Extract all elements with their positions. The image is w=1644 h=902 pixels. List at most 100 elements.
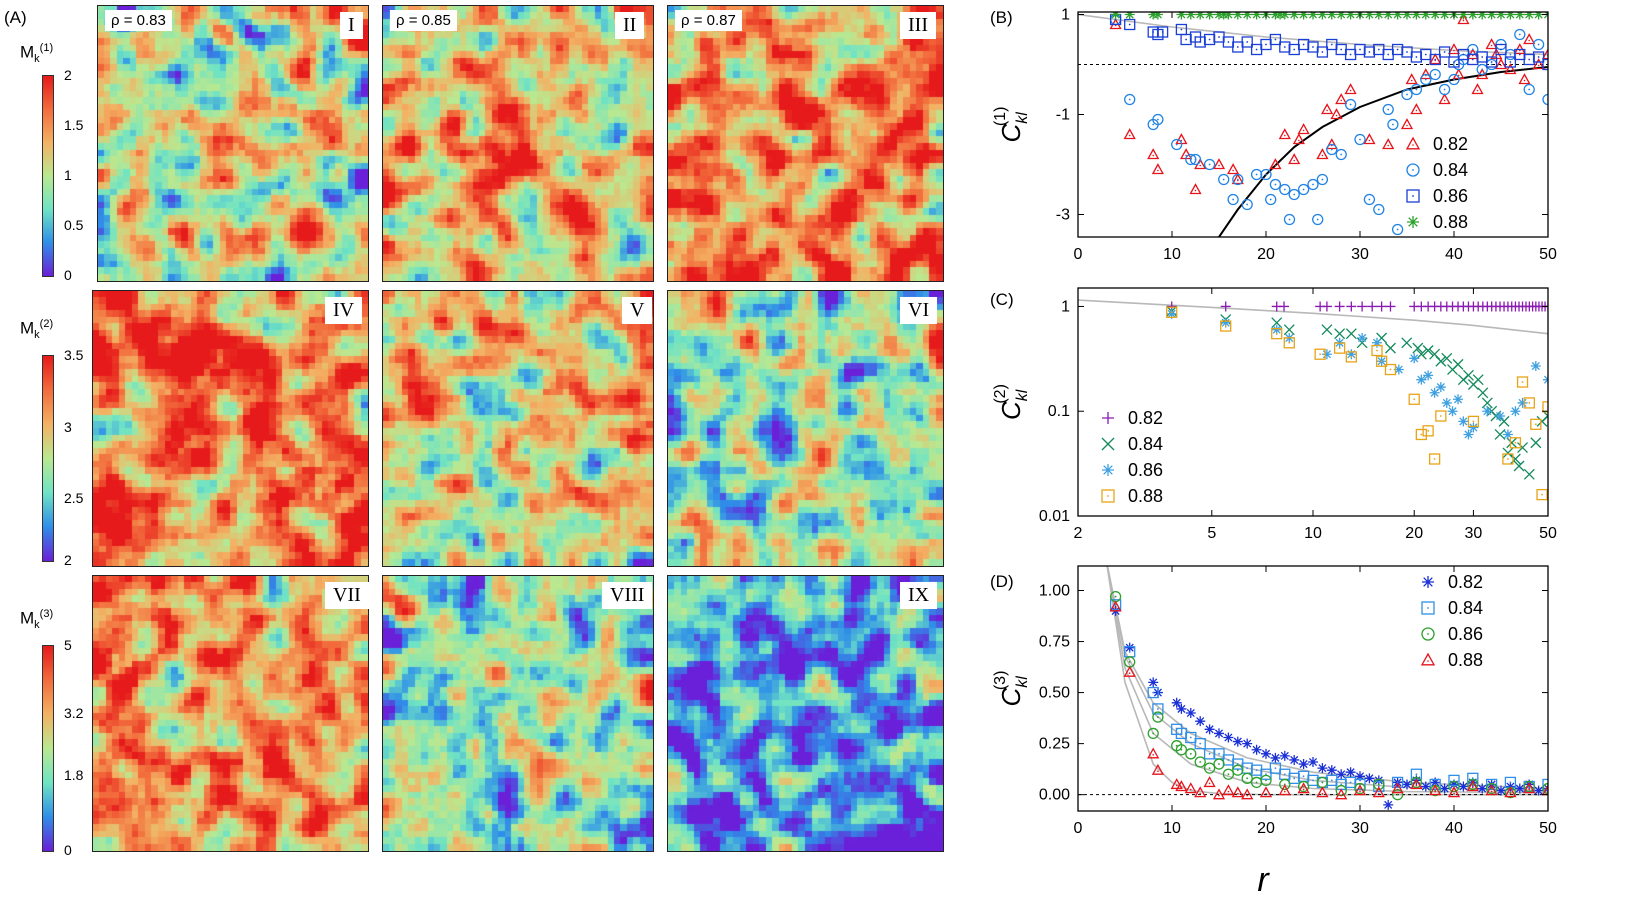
data-point (1316, 173, 1329, 186)
panel-label-d: (D) (990, 572, 1014, 591)
legend-entry: 0.82 (1405, 134, 1468, 154)
heatmap-panel (667, 290, 944, 567)
legend-label: 0.88 (1448, 650, 1483, 670)
data-point (1260, 768, 1272, 780)
data-point (1383, 799, 1394, 810)
data-point (1373, 12, 1384, 20)
x-tick-label: 10 (1163, 820, 1181, 837)
data-point (1292, 133, 1306, 145)
data-point (1385, 301, 1396, 312)
data-point (1354, 782, 1366, 795)
data-point (1518, 73, 1531, 85)
heatmap-panel (667, 575, 944, 852)
data-point (1372, 786, 1385, 798)
data-point (1195, 716, 1206, 727)
data-point (1438, 93, 1451, 105)
y-tick-label: 0.25 (1039, 736, 1070, 753)
colorbar-tick: 3.5 (64, 347, 84, 363)
data-point (1298, 12, 1309, 20)
data-point (1429, 784, 1442, 796)
data-point (1170, 778, 1183, 790)
y-axis-label: Ckl(2) (992, 384, 1031, 420)
x-tick-label: 30 (1351, 246, 1369, 263)
data-point (1435, 355, 1447, 367)
decay-curve (1106, 566, 1548, 796)
colorbar-tick: 0 (64, 267, 72, 283)
colorbar-label-row3: Mk(3) (20, 608, 54, 632)
data-point (1148, 677, 1159, 688)
data-point (1409, 353, 1420, 364)
data-point (1109, 600, 1122, 612)
colorbar-row1 (42, 75, 54, 277)
data-point (1189, 183, 1202, 195)
y-tick-label: 0.75 (1039, 634, 1070, 651)
y-tick-label: 1.00 (1039, 583, 1070, 600)
colorbar-row3 (42, 645, 54, 852)
data-point (1373, 203, 1385, 216)
data-point (1151, 163, 1165, 175)
data-point (1477, 12, 1488, 20)
data-point (1502, 453, 1514, 465)
y-tick-label: 1 (1061, 298, 1070, 315)
data-point (1307, 41, 1319, 53)
data-point (1435, 382, 1446, 393)
data-point (1458, 781, 1469, 792)
data-point (1477, 783, 1488, 794)
panel-label-a: (A) (4, 8, 27, 27)
data-point (1109, 599, 1122, 611)
data-point (1467, 43, 1479, 56)
data-point (1308, 12, 1318, 20)
data-point (1345, 12, 1356, 20)
data-point (1241, 772, 1253, 784)
legend-label: 0.84 (1433, 160, 1468, 180)
data-point (1485, 38, 1498, 50)
data-point (1260, 168, 1272, 181)
data-point (1175, 780, 1188, 792)
data-point (1441, 397, 1452, 408)
legend-entry: 0.84 (1101, 434, 1163, 454)
legend-label: 0.86 (1448, 624, 1483, 644)
data-point (1297, 123, 1310, 135)
data-point (1336, 12, 1347, 20)
data-point (1222, 36, 1235, 48)
x-tick-label: 40 (1445, 820, 1463, 837)
data-point (1176, 703, 1187, 714)
legend-entry: 0.88 (1407, 212, 1468, 232)
data-point (1260, 38, 1272, 51)
data-point (1410, 51, 1423, 63)
data-point (1316, 786, 1329, 798)
data-point (1449, 779, 1459, 790)
data-point (1185, 12, 1196, 20)
data-point (1269, 178, 1282, 191)
y-tick-label: 0.00 (1039, 787, 1070, 804)
data-point (1185, 708, 1196, 718)
data-point (1316, 46, 1329, 58)
data-point (1241, 36, 1253, 48)
data-point (1498, 415, 1510, 427)
data-point (1123, 128, 1136, 140)
data-point (1175, 23, 1188, 36)
data-point (1439, 783, 1450, 794)
data-point (1279, 301, 1290, 312)
data-point (1344, 98, 1357, 111)
data-point (1496, 785, 1506, 796)
data-point (1458, 416, 1469, 427)
data-point (1494, 58, 1508, 70)
data-point (1288, 153, 1301, 165)
data-point (1124, 642, 1135, 653)
x-tick-label: 50 (1539, 820, 1557, 837)
data-point (1467, 12, 1478, 20)
data-point (1278, 128, 1291, 140)
data-point (1185, 748, 1197, 760)
x-tick-label: 20 (1405, 525, 1423, 542)
data-point (1152, 12, 1163, 20)
data-point (1283, 337, 1295, 349)
data-point (1357, 332, 1368, 343)
data-point (1232, 12, 1243, 20)
data-point (1203, 762, 1216, 774)
data-point (1376, 301, 1387, 312)
y-tick-label: 0.50 (1039, 685, 1070, 702)
data-point (1513, 460, 1525, 472)
panel-numeral: V (622, 297, 653, 324)
data-point (1335, 148, 1347, 161)
